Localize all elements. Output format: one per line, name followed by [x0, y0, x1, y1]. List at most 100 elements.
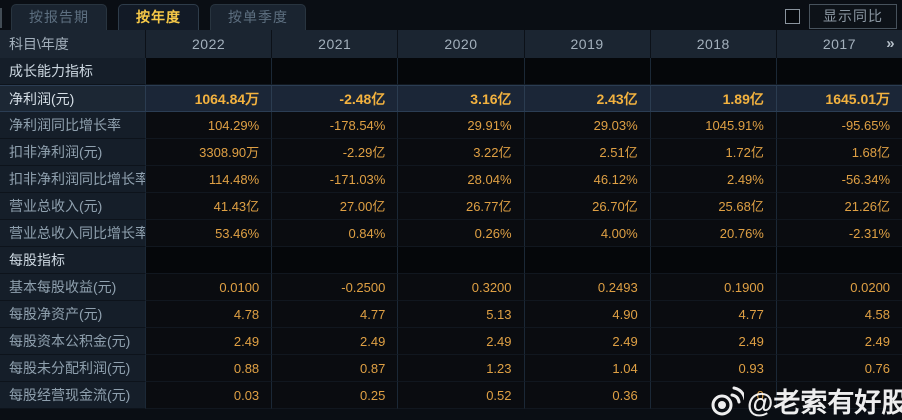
table-cell[interactable]: 26.70亿: [523, 193, 650, 220]
section-title: 成长能力指标: [0, 58, 145, 85]
table-cell[interactable]: 20.76%: [649, 220, 776, 247]
table-row[interactable]: 每股净资产(元) 4.78 4.77 5.13 4.90 4.77 4.58: [0, 301, 902, 328]
table-cell[interactable]: -2.31%: [775, 220, 902, 247]
table-cell[interactable]: 4.77: [271, 301, 398, 328]
table-cell[interactable]: 29.91%: [397, 112, 524, 139]
table-cell[interactable]: 2.49: [145, 328, 272, 355]
table-cell[interactable]: 0.03: [145, 382, 272, 409]
table-cell[interactable]: [775, 382, 902, 409]
table-cell: [523, 247, 650, 274]
table-cell: [145, 58, 272, 85]
table-row[interactable]: 净利润同比增长率 104.29% -178.54% 29.91% 29.03% 1045.…: [0, 112, 902, 139]
table-cell[interactable]: 0.88: [145, 355, 272, 382]
table-row[interactable]: 基本每股收益(元) 0.0100 -0.2500 0.3200 0.2493 0.1900…: [0, 274, 902, 301]
table-cell[interactable]: -2.48亿: [271, 85, 398, 112]
table-cell[interactable]: 4.58: [775, 301, 902, 328]
left-edge-sliver: [0, 8, 2, 28]
tab-by-year[interactable]: 按年度: [118, 4, 199, 30]
table-cell[interactable]: 0.25: [271, 382, 398, 409]
table-cell[interactable]: 2.43亿: [523, 85, 650, 112]
table-cell[interactable]: 0.26%: [397, 220, 524, 247]
tab-by-quarter[interactable]: 按单季度: [210, 4, 306, 30]
table-cell[interactable]: 41.43亿: [145, 193, 272, 220]
row-label: 每股未分配利润(元): [0, 355, 145, 382]
table-cell[interactable]: 4.00%: [523, 220, 650, 247]
table-cell[interactable]: 0.93: [649, 355, 776, 382]
table-cell[interactable]: 1.68亿: [775, 139, 902, 166]
show-yoy-checkbox[interactable]: [785, 9, 800, 24]
table-cell[interactable]: 0.52: [397, 382, 524, 409]
table-cell[interactable]: 1045.91%: [649, 112, 776, 139]
table-cell[interactable]: 3.22亿: [397, 139, 524, 166]
table-cell[interactable]: 0.76: [775, 355, 902, 382]
table-cell[interactable]: -56.34%: [775, 166, 902, 193]
table-row[interactable]: 扣非净利润同比增长率 114.48% -171.03% 28.04% 46.12% 2.4…: [0, 166, 902, 193]
table-row[interactable]: 净利润(元) 1064.84万 -2.48亿 3.16亿 2.43亿 1.89亿 1645.…: [0, 85, 902, 112]
table-cell[interactable]: 4.77: [649, 301, 776, 328]
row-label: 每股资本公积金(元): [0, 328, 145, 355]
table-cell[interactable]: 0.87: [271, 355, 398, 382]
table-cell: [397, 247, 524, 274]
table-cell[interactable]: 28.04%: [397, 166, 524, 193]
table-cell[interactable]: 21.26亿: [775, 193, 902, 220]
table-cell[interactable]: 53.46%: [145, 220, 272, 247]
table-cell[interactable]: 1645.01万: [775, 85, 902, 112]
table-row[interactable]: 营业总收入同比增长率 53.46% 0.84% 0.26% 4.00% 20.76% -2.…: [0, 220, 902, 247]
table-cell[interactable]: 0.0200: [775, 274, 902, 301]
tab-by-report-period[interactable]: 按报告期: [11, 4, 107, 30]
row-label: 扣非净利润同比增长率: [0, 166, 145, 193]
table-cell[interactable]: 26.77亿: [397, 193, 524, 220]
table-cell[interactable]: 0.84%: [271, 220, 398, 247]
table-cell[interactable]: 4.78: [145, 301, 272, 328]
row-label: 营业总收入(元): [0, 193, 145, 220]
table-cell[interactable]: 2.49: [271, 328, 398, 355]
table-cell[interactable]: 2.49: [775, 328, 902, 355]
year-header-2018: 2018: [649, 30, 776, 58]
table-cell[interactable]: -171.03%: [271, 166, 398, 193]
table-cell[interactable]: 0.2493: [523, 274, 650, 301]
table-cell[interactable]: 0.36: [523, 382, 650, 409]
year-header-2021: 2021: [271, 30, 397, 58]
table-row[interactable]: 每股经营现金流(元) 0.03 0.25 0.52 0.36 0: [0, 382, 902, 409]
table-cell[interactable]: 3.16亿: [397, 85, 524, 112]
table-cell[interactable]: -178.54%: [271, 112, 398, 139]
table-cell[interactable]: 114.48%: [145, 166, 272, 193]
table-cell[interactable]: 2.49: [649, 328, 776, 355]
table-cell[interactable]: -2.29亿: [271, 139, 398, 166]
table-cell: [271, 247, 398, 274]
table-cell[interactable]: 104.29%: [145, 112, 272, 139]
row-label: 营业总收入同比增长率: [0, 220, 145, 247]
table-cell[interactable]: 46.12%: [523, 166, 650, 193]
table-cell[interactable]: 1.04: [523, 355, 650, 382]
table-cell[interactable]: 1.23: [397, 355, 524, 382]
show-yoy-label[interactable]: 显示同比: [809, 4, 897, 29]
table-cell[interactable]: 27.00亿: [271, 193, 398, 220]
table-cell[interactable]: 5.13: [397, 301, 524, 328]
row-label: 扣非净利润(元): [0, 139, 145, 166]
row-label: 每股经营现金流(元): [0, 382, 145, 409]
table-cell[interactable]: 1.89亿: [649, 85, 776, 112]
table-cell[interactable]: 0.3200: [397, 274, 524, 301]
table-cell[interactable]: 3308.90万: [145, 139, 272, 166]
table-cell[interactable]: 1.72亿: [649, 139, 776, 166]
table-cell[interactable]: -95.65%: [775, 112, 902, 139]
table-cell[interactable]: 2.51亿: [523, 139, 650, 166]
table-row[interactable]: 营业总收入(元) 41.43亿 27.00亿 26.77亿 26.70亿 25.68亿 21…: [0, 193, 902, 220]
table-cell[interactable]: 29.03%: [523, 112, 650, 139]
table-cell[interactable]: 2.49: [397, 328, 524, 355]
table-cell[interactable]: 25.68亿: [649, 193, 776, 220]
table-cell[interactable]: 1064.84万: [145, 85, 272, 112]
table-cell[interactable]: 0.0100: [145, 274, 272, 301]
table-cell[interactable]: 2.49%: [649, 166, 776, 193]
table-cell[interactable]: -0.2500: [271, 274, 398, 301]
table-cell: [775, 247, 902, 274]
table-cell[interactable]: 0: [649, 382, 776, 409]
table-cell[interactable]: 4.90: [523, 301, 650, 328]
table-cell[interactable]: 2.49: [523, 328, 650, 355]
table-cell[interactable]: 0.1900: [649, 274, 776, 301]
table-row[interactable]: 每股未分配利润(元) 0.88 0.87 1.23 1.04 0.93 0.76: [0, 355, 902, 382]
table-row[interactable]: 扣非净利润(元) 3308.90万 -2.29亿 3.22亿 2.51亿 1.72亿 1.6…: [0, 139, 902, 166]
year-header-2019: 2019: [523, 30, 650, 58]
table-row[interactable]: 每股资本公积金(元) 2.49 2.49 2.49 2.49 2.49 2.49: [0, 328, 902, 355]
more-years-button[interactable]: »: [886, 35, 896, 52]
